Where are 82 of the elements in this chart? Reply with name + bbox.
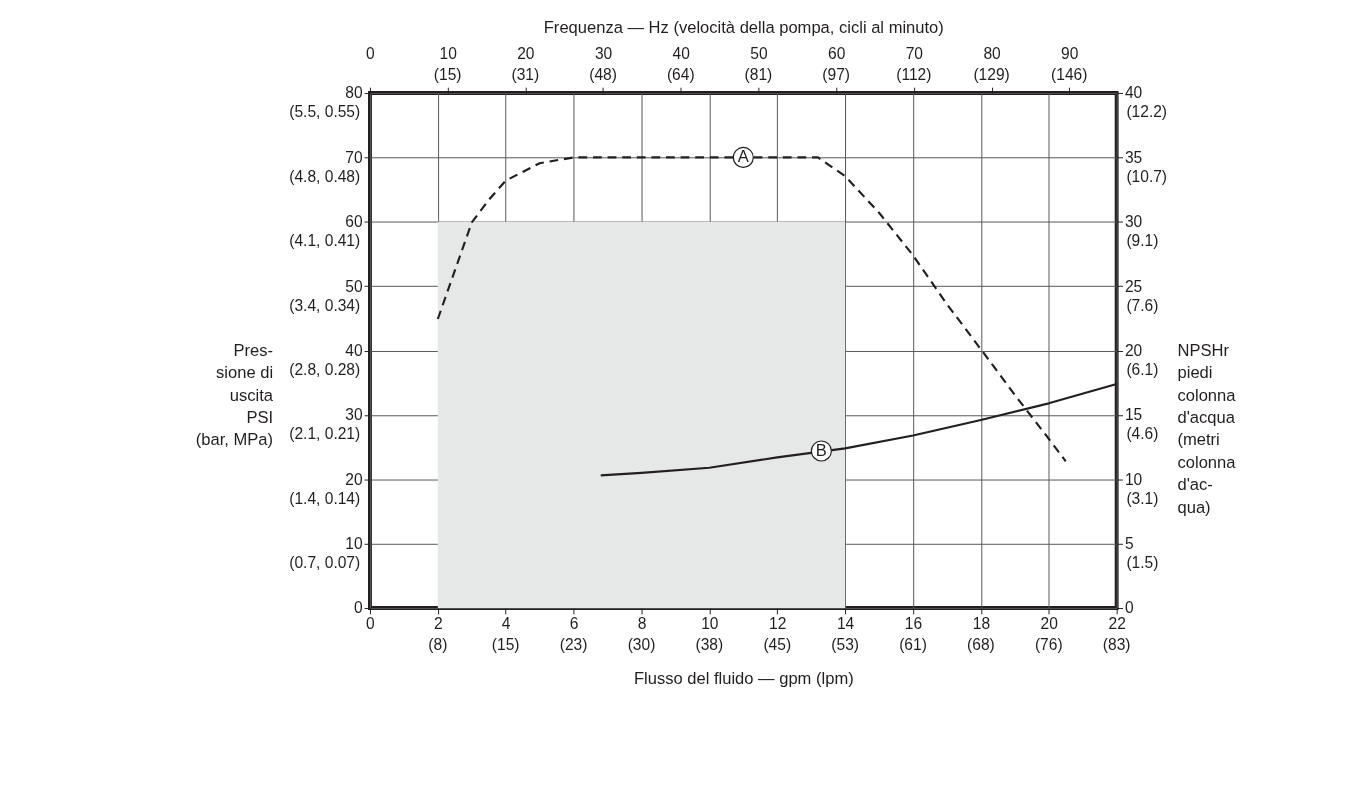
x2-tick-label: 60 bbox=[827, 45, 846, 63]
y2-tick-label: 15 bbox=[1124, 406, 1143, 424]
x2-axis-title: Frequenza — Hz (velocità della pompa, cicli al minuto) bbox=[543, 18, 944, 38]
text: (2.8, 0.28) bbox=[289, 360, 361, 378]
y2-tick-label: 40 bbox=[1124, 84, 1143, 102]
x-axis-title: Flusso del fluido — gpm (lpm) bbox=[633, 668, 854, 688]
text: (61) bbox=[899, 635, 927, 653]
y2-tick-label: 5 bbox=[1124, 535, 1134, 553]
text: (76) bbox=[1034, 635, 1063, 653]
text: (129) bbox=[973, 66, 1010, 84]
x-tick-label: 20 bbox=[1040, 614, 1059, 632]
text: (3.4, 0.34) bbox=[289, 296, 361, 314]
x-tick-label: 4 bbox=[501, 614, 511, 632]
y2-tick-label: 30 bbox=[1124, 213, 1143, 231]
text: (15) bbox=[491, 635, 520, 653]
text: (97) bbox=[822, 66, 850, 84]
text: (8) bbox=[428, 635, 448, 653]
text: (64) bbox=[666, 66, 695, 84]
y-tick-label: 40 bbox=[345, 341, 363, 359]
x2-tick-label: 40 bbox=[672, 45, 691, 63]
x2-tick-label: 30 bbox=[594, 45, 613, 63]
y-tick-label: 60 bbox=[345, 213, 363, 231]
annotation: A bbox=[737, 147, 749, 167]
text: (1.4, 0.14) bbox=[289, 489, 361, 507]
text: (9.1) bbox=[1126, 232, 1159, 250]
y2-axis-title: NPSHr piedi colonna d'acqua (metri colonna d'ac- qua) bbox=[1177, 340, 1237, 517]
text: (5.5, 0.55) bbox=[289, 103, 361, 121]
text: (81) bbox=[744, 66, 773, 84]
text: (3.1) bbox=[1126, 489, 1159, 507]
x2-tick-label: 20 bbox=[517, 45, 535, 63]
y-tick-label: 80 bbox=[345, 84, 363, 102]
y-tick-label: 20 bbox=[345, 470, 363, 488]
x-tick-label: 0 bbox=[366, 614, 376, 632]
y-tick-label: 0 bbox=[353, 599, 363, 617]
annotation: B bbox=[815, 440, 827, 460]
x-tick-label: 2 bbox=[433, 614, 443, 632]
text: (0.7, 0.07) bbox=[289, 554, 361, 572]
y2-tick-label: 10 bbox=[1124, 470, 1143, 488]
text: (38) bbox=[695, 635, 724, 653]
text: (12.2) bbox=[1126, 103, 1168, 121]
y2-tick-label: 0 bbox=[1124, 599, 1134, 617]
text: (1.5) bbox=[1126, 554, 1159, 572]
text: (30) bbox=[627, 635, 656, 653]
y2-tick-label: 35 bbox=[1124, 148, 1143, 166]
text: (68) bbox=[967, 635, 995, 653]
x2-tick-label: 70 bbox=[905, 45, 924, 63]
text: (10.7) bbox=[1126, 167, 1168, 185]
x-tick-label: 10 bbox=[701, 614, 719, 632]
text: (7.6) bbox=[1126, 296, 1159, 314]
x-tick-label: 12 bbox=[769, 614, 787, 632]
x-tick-label: 6 bbox=[569, 614, 579, 632]
text: (83) bbox=[1102, 635, 1131, 653]
text: (2.1, 0.21) bbox=[289, 425, 361, 443]
text: (31) bbox=[511, 66, 540, 84]
x2-tick-label: 90 bbox=[1061, 45, 1079, 63]
text: (4.1, 0.41) bbox=[289, 232, 361, 250]
text: (146) bbox=[1051, 66, 1088, 84]
text: (112) bbox=[896, 66, 932, 84]
y2-tick-label: 25 bbox=[1124, 277, 1143, 295]
y-tick-label: 50 bbox=[345, 277, 363, 295]
text: (48) bbox=[589, 66, 617, 84]
x2-tick-label: 50 bbox=[750, 45, 768, 63]
x-tick-label: 16 bbox=[904, 614, 923, 632]
x2-tick-label: 10 bbox=[439, 45, 458, 63]
text: (15) bbox=[433, 66, 462, 84]
y-tick-label: 30 bbox=[345, 406, 363, 424]
text: (53) bbox=[831, 635, 859, 653]
x2-tick-label: 0 bbox=[366, 45, 376, 63]
y2-tick-label: 20 bbox=[1124, 341, 1143, 359]
x2-tick-label: 80 bbox=[983, 45, 1002, 63]
x-tick-label: 14 bbox=[836, 614, 855, 632]
y-axis-title: Pres- sione di uscita PSI (bar, MPa) bbox=[195, 340, 274, 450]
text: (4.8, 0.48) bbox=[289, 167, 361, 185]
x-tick-label: 18 bbox=[972, 614, 991, 632]
text: (45) bbox=[763, 635, 792, 653]
x-tick-label: 22 bbox=[1108, 614, 1126, 632]
y-tick-label: 70 bbox=[345, 148, 363, 166]
text: (4.6) bbox=[1126, 425, 1159, 443]
x-tick-label: 8 bbox=[637, 614, 647, 632]
text: (6.1) bbox=[1126, 360, 1159, 378]
text: (23) bbox=[559, 635, 588, 653]
y-tick-label: 10 bbox=[345, 535, 363, 553]
